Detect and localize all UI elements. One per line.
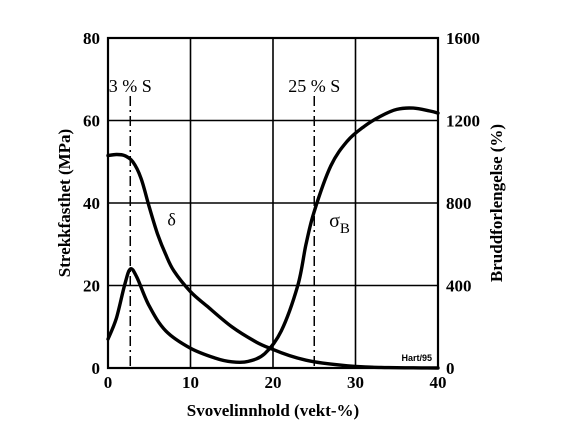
x-tick-label: 30: [347, 373, 364, 392]
y-tick-label-right: 1600: [446, 29, 480, 48]
y-axis-title-left: Strekkfasthet (MPa): [55, 129, 74, 277]
y-tick-label-right: 1200: [446, 112, 480, 131]
series-label-sigma-b: σB: [329, 210, 350, 237]
labels: Svovelinnhold (vekt-%) Strekkfasthet (MP…: [55, 124, 506, 420]
marker-label-2: 25 % S: [288, 76, 340, 96]
grid-lines: [108, 38, 438, 368]
x-tick-label: 40: [430, 373, 447, 392]
y-tick-label-right: 400: [446, 277, 472, 296]
y-tick-label-left: 20: [83, 277, 100, 296]
x-tick-label: 20: [265, 373, 282, 392]
x-axis-title: Svovelinnhold (vekt-%): [187, 401, 359, 420]
series-line-1: [106, 106, 440, 365]
y-tick-label-left: 40: [83, 194, 100, 213]
credit-text: Hart/95: [401, 353, 432, 363]
x-tick-label: 0: [104, 373, 113, 392]
series-label-delta: δ: [167, 210, 175, 230]
x-tick-label: 10: [182, 373, 199, 392]
y-tick-label-left: 60: [83, 112, 100, 131]
y-tick-label-right: 800: [446, 194, 472, 213]
marker-lines: [129, 96, 315, 368]
y-axis-title-right: Bruddforlengelse (%): [487, 124, 506, 282]
y-tick-label-left: 80: [83, 29, 100, 48]
y-tick-label-right: 0: [446, 359, 455, 378]
plot-frame: [106, 36, 440, 370]
y-tick-label-left: 0: [92, 359, 101, 378]
marker-label-1: 3 % S: [109, 76, 152, 96]
